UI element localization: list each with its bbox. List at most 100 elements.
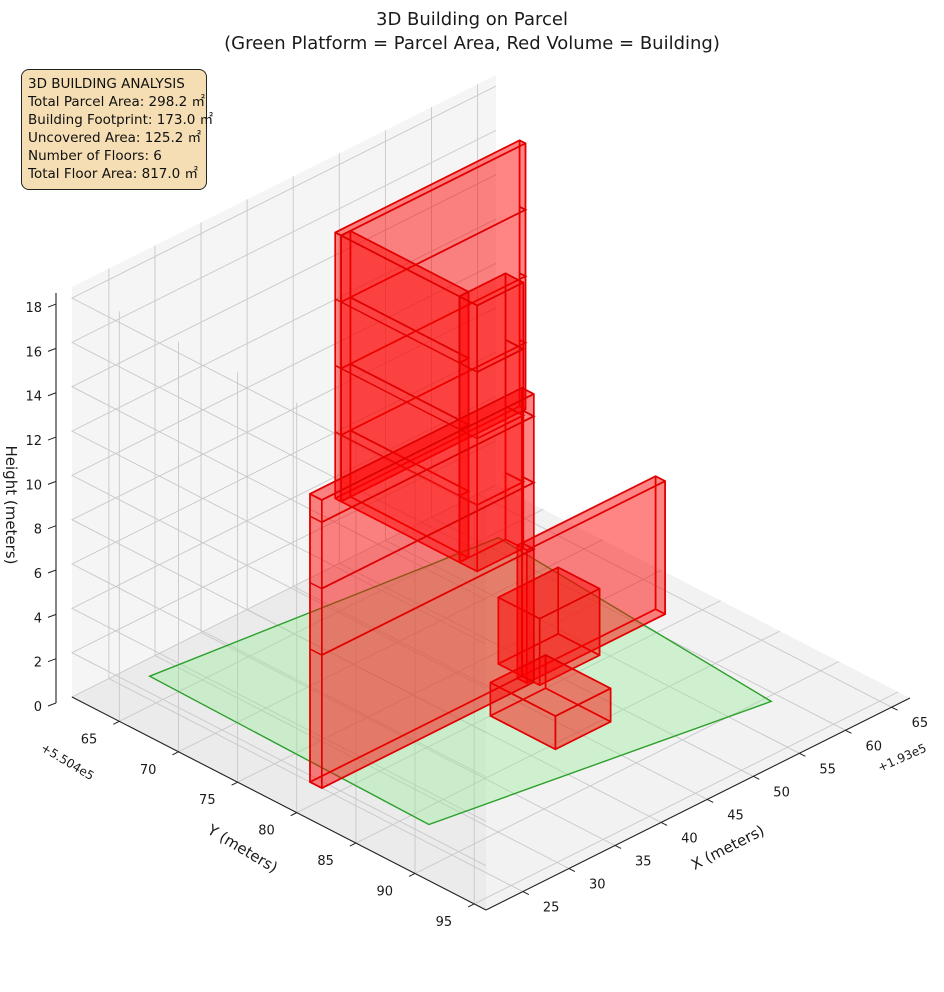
z-tick-label: 14 bbox=[25, 390, 42, 405]
x-tick-mark bbox=[799, 752, 806, 757]
floor-line bbox=[476, 405, 526, 440]
z-axis-label: Height (meters) bbox=[2, 446, 20, 565]
building-face bbox=[497, 566, 601, 620]
floor-line bbox=[321, 409, 536, 524]
z-grid-line bbox=[71, 307, 497, 734]
x-axis-line bbox=[485, 697, 911, 911]
y-tick-label: 65 bbox=[81, 732, 98, 747]
y-tick-mark bbox=[349, 842, 357, 847]
x-tick-label: 35 bbox=[635, 854, 652, 869]
building-analysis-box: 3D BUILDING ANALYSIS Total Parcel Area: … bbox=[21, 69, 213, 190]
z-grid-line bbox=[71, 174, 497, 601]
z-tick-label: 16 bbox=[25, 345, 42, 360]
x-tick-mark bbox=[753, 775, 760, 780]
z-tick-mark bbox=[47, 392, 57, 397]
building-face bbox=[458, 272, 525, 307]
floor-area-line: Total Floor Area: 817.0 ㎡ bbox=[28, 166, 199, 182]
floor-line bbox=[321, 475, 536, 590]
building-face bbox=[309, 387, 535, 501]
z-tick-mark bbox=[47, 613, 57, 618]
z-grid-line bbox=[71, 262, 497, 689]
tick-labels: 25 30 35 40 45 50 55 60 65 65 70 75 80 85 90 95 0 2 4 6 8 10 1… bbox=[25, 301, 928, 930]
z-tick-label: 12 bbox=[25, 434, 42, 449]
y-tick-mark bbox=[231, 781, 238, 786]
x-tick-mark bbox=[706, 798, 714, 803]
floor-line bbox=[340, 272, 528, 370]
z-tick-label: 10 bbox=[25, 478, 42, 493]
z-tick-label: 18 bbox=[25, 301, 42, 316]
z-tick-label: 4 bbox=[34, 611, 42, 626]
z-tick-mark bbox=[47, 569, 57, 574]
z-tick-mark bbox=[47, 702, 57, 707]
y-tick-mark bbox=[467, 903, 475, 908]
floor-line bbox=[340, 367, 460, 430]
floor-line bbox=[459, 428, 478, 440]
building-layer bbox=[309, 139, 666, 789]
floor-line bbox=[476, 338, 526, 373]
z-tick-mark bbox=[47, 658, 57, 663]
z-grid-line bbox=[71, 440, 497, 867]
chart-title: 3D Building on Parcel bbox=[376, 9, 568, 30]
chart-subtitle: (Green Platform = Parcel Area, Red Volum… bbox=[224, 33, 720, 54]
z-tick-label: 6 bbox=[34, 567, 42, 582]
x-tick-mark bbox=[568, 868, 576, 872]
floor-line bbox=[340, 434, 460, 497]
floor-line bbox=[334, 364, 342, 370]
floor-line bbox=[321, 542, 536, 656]
x-offset-label: +1.93e5 bbox=[876, 741, 929, 775]
x-tick-mark bbox=[614, 845, 622, 849]
z-tick-label: 8 bbox=[34, 523, 42, 538]
x-tick-label: 40 bbox=[681, 831, 698, 846]
y-tick-label: 85 bbox=[317, 854, 334, 869]
x-tick-label: 55 bbox=[819, 762, 836, 777]
z-grid-line bbox=[71, 395, 497, 822]
z-grid-line bbox=[71, 129, 497, 556]
y-tick-mark bbox=[113, 720, 120, 725]
z-tick-label: 2 bbox=[34, 656, 42, 671]
y-tick-mark bbox=[290, 812, 297, 817]
parcel-layer bbox=[148, 536, 773, 826]
x-tick-mark bbox=[522, 891, 530, 896]
parcel-area-line: Total Parcel Area: 298.2 ㎡ bbox=[28, 94, 205, 110]
floor-line bbox=[340, 205, 528, 303]
floor-line bbox=[459, 495, 478, 506]
x-tick-label: 30 bbox=[589, 878, 606, 893]
x-tick-mark bbox=[891, 706, 898, 711]
floor-line bbox=[476, 471, 526, 506]
z-tick-label: 0 bbox=[34, 700, 42, 715]
right-wall-pane bbox=[72, 75, 496, 697]
floor-line bbox=[309, 515, 323, 523]
building-face bbox=[489, 654, 612, 717]
x-tick-label: 25 bbox=[543, 901, 560, 916]
z-grid-line bbox=[71, 351, 497, 778]
z-grid-line bbox=[71, 218, 497, 645]
z-tick-mark bbox=[47, 303, 57, 308]
building-face bbox=[334, 139, 527, 237]
floor-line bbox=[349, 363, 471, 431]
floors-line: Number of Floors: 6 bbox=[28, 148, 162, 164]
floor-line bbox=[459, 362, 478, 373]
x-tick-label: 65 bbox=[912, 716, 929, 731]
floor-line bbox=[349, 296, 471, 364]
y-tick-label: 75 bbox=[199, 793, 216, 808]
x-axis-label: X (meters) bbox=[688, 821, 767, 873]
floor-line bbox=[340, 338, 528, 436]
x-tick-label: 60 bbox=[865, 739, 882, 754]
floor-line bbox=[334, 298, 342, 303]
floor-line bbox=[309, 648, 323, 656]
floor-line bbox=[309, 581, 323, 590]
x-tick-label: 50 bbox=[773, 785, 790, 800]
floor-line bbox=[349, 429, 471, 497]
y-tick-mark bbox=[408, 873, 416, 877]
analysis-heading: 3D BUILDING ANALYSIS bbox=[28, 76, 185, 92]
y-axis-line bbox=[71, 696, 487, 911]
y-tick-label: 70 bbox=[140, 763, 157, 778]
x-tick-mark bbox=[660, 821, 668, 826]
building-face bbox=[309, 493, 323, 789]
z-grid-line bbox=[71, 85, 497, 512]
x-tick-label: 45 bbox=[727, 808, 744, 823]
x-tick-mark bbox=[845, 729, 852, 734]
y-tick-label: 80 bbox=[258, 824, 275, 839]
y-tick-label: 90 bbox=[376, 884, 393, 899]
